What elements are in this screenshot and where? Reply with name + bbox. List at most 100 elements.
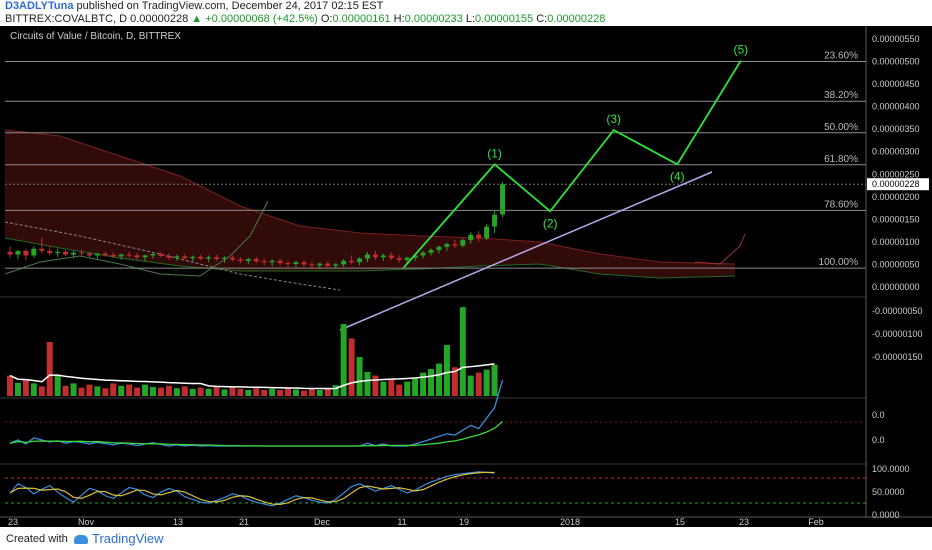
fib-label: 100.00% [819, 257, 859, 268]
chart-header: D3ADLYTuna published on TradingView.com,… [0, 0, 932, 26]
volume-bar [102, 388, 109, 396]
candle-body [285, 263, 291, 265]
last-price-marker-label: 0.00000228 [872, 179, 920, 189]
volume-bar [213, 386, 220, 396]
stoch-d [9, 471, 495, 505]
close-label: C: [536, 13, 548, 25]
volume-bar [205, 388, 212, 396]
footer: Created with TradingView [0, 527, 932, 550]
volume-bar [78, 387, 85, 396]
candle-body [261, 261, 267, 263]
candle-body [110, 254, 116, 257]
volume-bar [420, 372, 427, 396]
candle-body [420, 252, 426, 256]
tradingview-logo[interactable]: TradingView [74, 531, 164, 546]
volume-bar [483, 369, 490, 396]
volume-bar [94, 386, 101, 396]
fib-label: 38.20% [824, 90, 858, 101]
published-text: published on TradingView.com, December 2… [76, 0, 384, 12]
volume-bar [443, 345, 450, 396]
price-axis[interactable]: 0.00000550 0.00000500 0.00000450 0.00000400… [867, 34, 929, 292]
volume-bar [22, 380, 29, 396]
candle-body [23, 250, 29, 256]
candle-body [396, 258, 402, 260]
volume-bar [245, 390, 252, 396]
candle-body [237, 259, 243, 261]
price-axis-label: 0.00000200 [872, 192, 920, 202]
volume-bar [372, 375, 379, 396]
time-axis-label: 13 [173, 517, 183, 527]
candle-body [126, 254, 132, 256]
candle-body [500, 184, 506, 215]
price-axis-label: 0.00000150 [872, 214, 920, 224]
candle-body [214, 257, 220, 260]
last-price-marker [867, 178, 929, 191]
volume-bar [181, 386, 188, 396]
time-axis-label: Nov [78, 517, 95, 527]
candle-body [452, 244, 458, 246]
candle-body [206, 257, 212, 259]
time-axis[interactable]: 23 Nov 13 21 Dec 11 19 2018 15 23 Feb [8, 517, 824, 527]
candle-body [412, 255, 418, 258]
time-axis-label: 23 [739, 517, 749, 527]
price-axis-label: 0.00000300 [872, 147, 920, 157]
volume-bar [149, 387, 156, 396]
candle-body [47, 250, 53, 254]
open-value: 0.00000161 [332, 13, 391, 25]
time-axis-label: Dec [314, 517, 331, 527]
candle-body [492, 214, 498, 227]
tradingview-brand: TradingView [92, 531, 164, 546]
open-label: O: [320, 13, 333, 25]
price-axis-label: 0.00000050 [872, 259, 920, 269]
candle-body [277, 260, 283, 264]
last-price: 0.00000228 [130, 13, 189, 25]
time-axis-label: 2018 [560, 517, 580, 527]
candle-body [460, 240, 466, 246]
volume-bar [364, 372, 371, 396]
fib-label: 23.60% [824, 51, 858, 62]
candle-body [78, 252, 84, 254]
elliott-label: (4) [670, 169, 685, 183]
volume-bar [134, 387, 141, 396]
elliott-wave-path[interactable] [402, 60, 742, 269]
time-axis-label: 23 [8, 517, 18, 527]
candle-body [150, 254, 156, 256]
trendline[interactable] [339, 171, 713, 331]
chart-area[interactable]: 23.60% 38.20% 50.00% 61.80% 78.60% 100.00% (1… [0, 26, 932, 527]
price-axis-label: 0.00000000 [872, 282, 920, 292]
volume-bar [451, 367, 458, 396]
candle-body [221, 257, 227, 260]
candle-body [476, 234, 482, 239]
fib-label: 61.80% [824, 154, 858, 165]
volume-bar [467, 375, 474, 396]
volume-bar [142, 384, 149, 396]
price-axis-label: 0.00000550 [872, 34, 920, 44]
candle-body [333, 264, 339, 266]
volume-bar [229, 387, 236, 396]
volume-bar [62, 385, 69, 396]
elliott-label: (5) [734, 43, 749, 57]
candle-body [102, 253, 108, 255]
candle-body [380, 255, 386, 258]
low-label: L: [465, 13, 476, 25]
volume-bar [269, 388, 276, 396]
symbol: BITTREX:COVALBTC, D [5, 13, 128, 25]
price-axis-label: 0.00000350 [872, 124, 920, 134]
cloud-tail [694, 233, 746, 265]
candle-body [39, 248, 45, 251]
candle-body [269, 260, 275, 263]
macd-indicator: 0.0 0.0 [5, 379, 885, 447]
volume-axis-label: -0.00000100 [872, 329, 923, 339]
elliott-label: (1) [487, 146, 502, 160]
candle-body [325, 263, 331, 266]
volume-bar [118, 385, 125, 396]
volume-bar [189, 388, 196, 396]
volume-bar [38, 386, 45, 396]
volume-bar [388, 378, 395, 396]
author-name[interactable]: D3ADLYTuna [5, 0, 74, 12]
candle-body [7, 251, 13, 255]
volume-bar [46, 342, 53, 396]
time-axis-label: 15 [675, 517, 685, 527]
volume-bar [54, 375, 61, 396]
macd-axis-label: 0.0 [872, 410, 885, 420]
